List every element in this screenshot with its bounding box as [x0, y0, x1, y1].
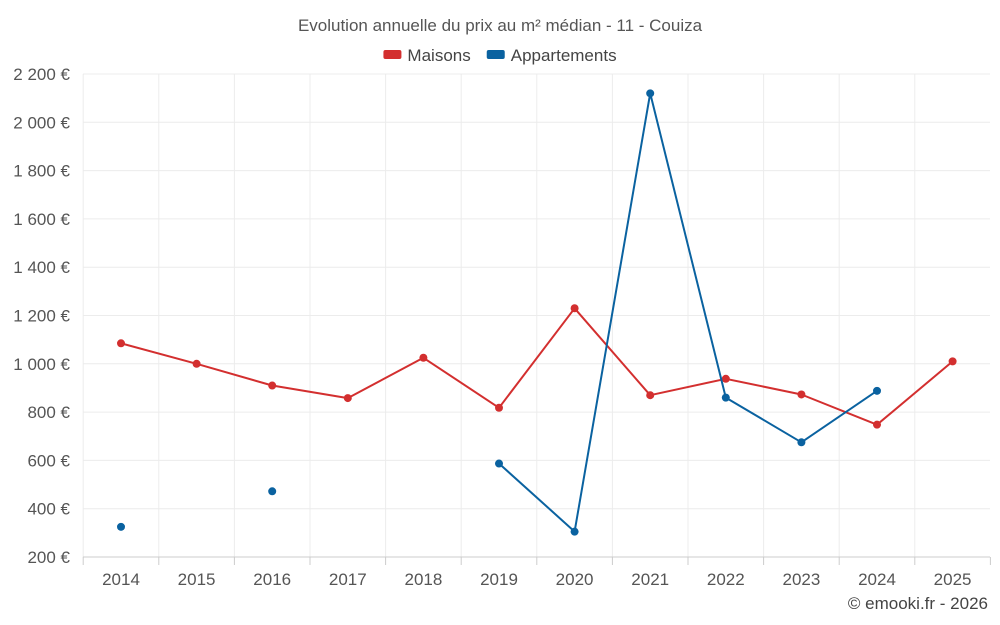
data-point-maisons[interactable] [873, 420, 881, 429]
x-tick-label: 2025 [934, 570, 972, 589]
x-tick-label: 2019 [480, 570, 518, 589]
data-point-maisons[interactable] [797, 390, 806, 399]
data-point-maisons[interactable] [117, 339, 125, 348]
series-line-maisons [120, 307, 954, 426]
plot-area [117, 89, 957, 536]
legend-item-maisons[interactable]: Maisons [383, 46, 471, 65]
data-point-maisons[interactable] [721, 374, 730, 383]
x-tick-label: 2024 [858, 570, 896, 589]
data-point-maisons[interactable] [495, 403, 503, 412]
series-maisons [117, 304, 957, 429]
data-point-appartements[interactable] [268, 487, 277, 496]
x-tick-label: 2015 [178, 570, 216, 589]
x-tick-label: 2014 [102, 570, 140, 589]
y-tick-label: 1 600 € [13, 210, 70, 229]
x-tick-label: 2018 [404, 570, 442, 589]
data-point-maisons[interactable] [948, 357, 957, 366]
legend-swatch [486, 50, 505, 59]
data-point-maisons[interactable] [570, 304, 579, 313]
data-point-maisons[interactable] [343, 394, 352, 403]
gridlines [82, 73, 990, 557]
data-point-appartements[interactable] [721, 393, 730, 402]
data-point-maisons[interactable] [268, 381, 277, 390]
x-axis: 2014 2015 2016 2017 2018 2019 2020 2021 2022 2023… [82, 556, 991, 589]
series-line-appartements [498, 92, 878, 533]
y-tick-label: 2 200 € [13, 65, 70, 84]
x-tick-label: 2016 [253, 570, 291, 589]
legend[interactable]: Maisons Appartements [383, 46, 617, 65]
legend-label: Maisons [407, 46, 470, 65]
y-tick-label: 1 400 € [13, 258, 70, 277]
y-tick-label: 200 € [27, 548, 70, 567]
y-tick-label: 800 € [27, 403, 70, 422]
y-tick-label: 2 000 € [13, 113, 70, 132]
x-tick-label: 2017 [329, 570, 367, 589]
chart-title: Evolution annuelle du prix au m² médian … [298, 16, 703, 35]
x-tick-label: 2022 [707, 570, 745, 589]
series-appartements [117, 89, 881, 536]
x-tick-label: 2023 [782, 570, 820, 589]
y-tick-label: 1 800 € [13, 162, 70, 181]
data-point-appartements[interactable] [797, 438, 806, 447]
data-point-appartements[interactable] [117, 522, 125, 531]
x-tick-label: 2020 [556, 570, 594, 589]
legend-swatch [383, 50, 402, 59]
y-tick-label: 1 200 € [13, 307, 70, 326]
legend-label: Appartements [511, 46, 617, 65]
x-tick-label: 2021 [631, 570, 669, 589]
data-point-appartements[interactable] [495, 459, 503, 468]
data-point-appartements[interactable] [646, 89, 655, 98]
data-point-appartements[interactable] [570, 527, 579, 536]
data-point-maisons[interactable] [419, 353, 428, 362]
y-tick-label: 400 € [27, 500, 70, 519]
credit-text: © emooki.fr - 2026 [848, 594, 988, 613]
data-point-maisons[interactable] [192, 359, 201, 368]
y-tick-label: 600 € [27, 451, 70, 470]
y-axis: 200 € 400 € 600 € 800 € 1 000 € 1 200 € 1 400 … [13, 65, 70, 567]
y-tick-label: 1 000 € [13, 355, 70, 374]
legend-item-appartements[interactable]: Appartements [486, 46, 617, 65]
data-point-appartements[interactable] [873, 386, 881, 395]
data-point-maisons[interactable] [646, 391, 655, 400]
